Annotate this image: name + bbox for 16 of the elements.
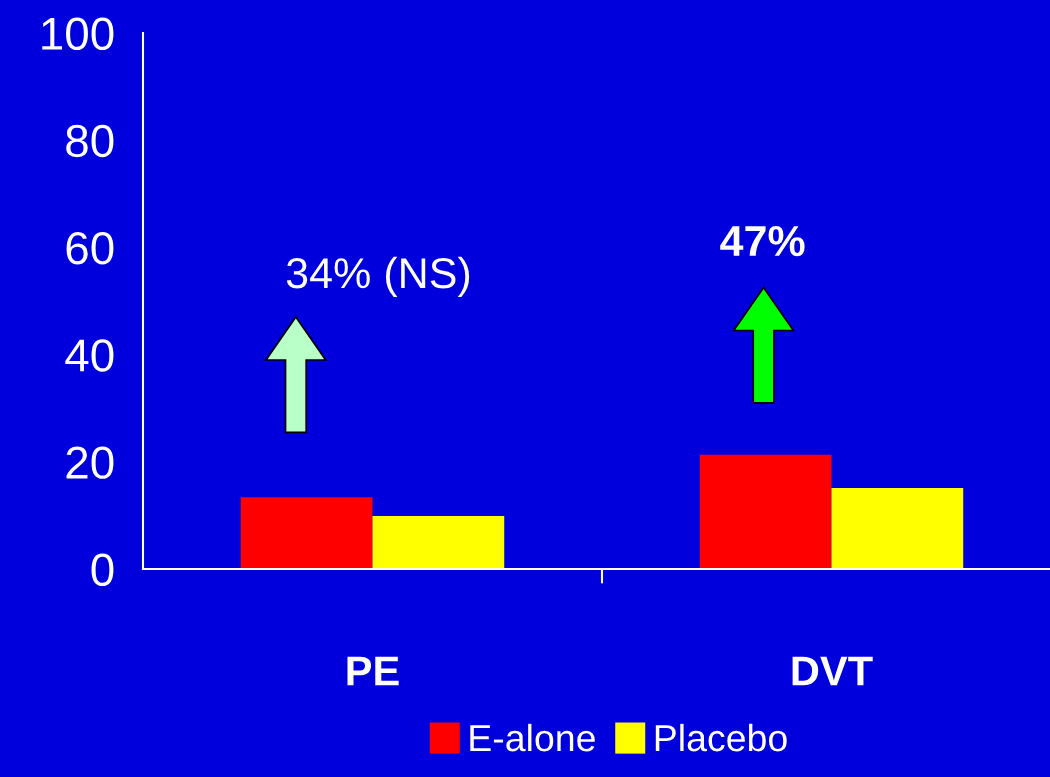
legend-label: E-alone [470, 723, 595, 752]
y-tick-label: 100 [42, 17, 114, 51]
y-tick-label: 40 [65, 339, 114, 372]
x-tick-label: PE [347, 656, 399, 686]
legend-label: Placebo [655, 723, 787, 752]
y-tick-label: 60 [66, 232, 114, 265]
bar [831, 488, 964, 569]
bar [240, 497, 373, 569]
annotation: 34% (NS) [286, 256, 470, 297]
y-tick-label: 0 [91, 553, 114, 587]
bar [372, 515, 505, 569]
x-tick-label: DVT [792, 656, 873, 686]
y-tick-label: 80 [66, 124, 114, 158]
bar [699, 454, 832, 569]
annotation: 47% [720, 225, 805, 257]
y-tick-label: 20 [66, 446, 114, 479]
